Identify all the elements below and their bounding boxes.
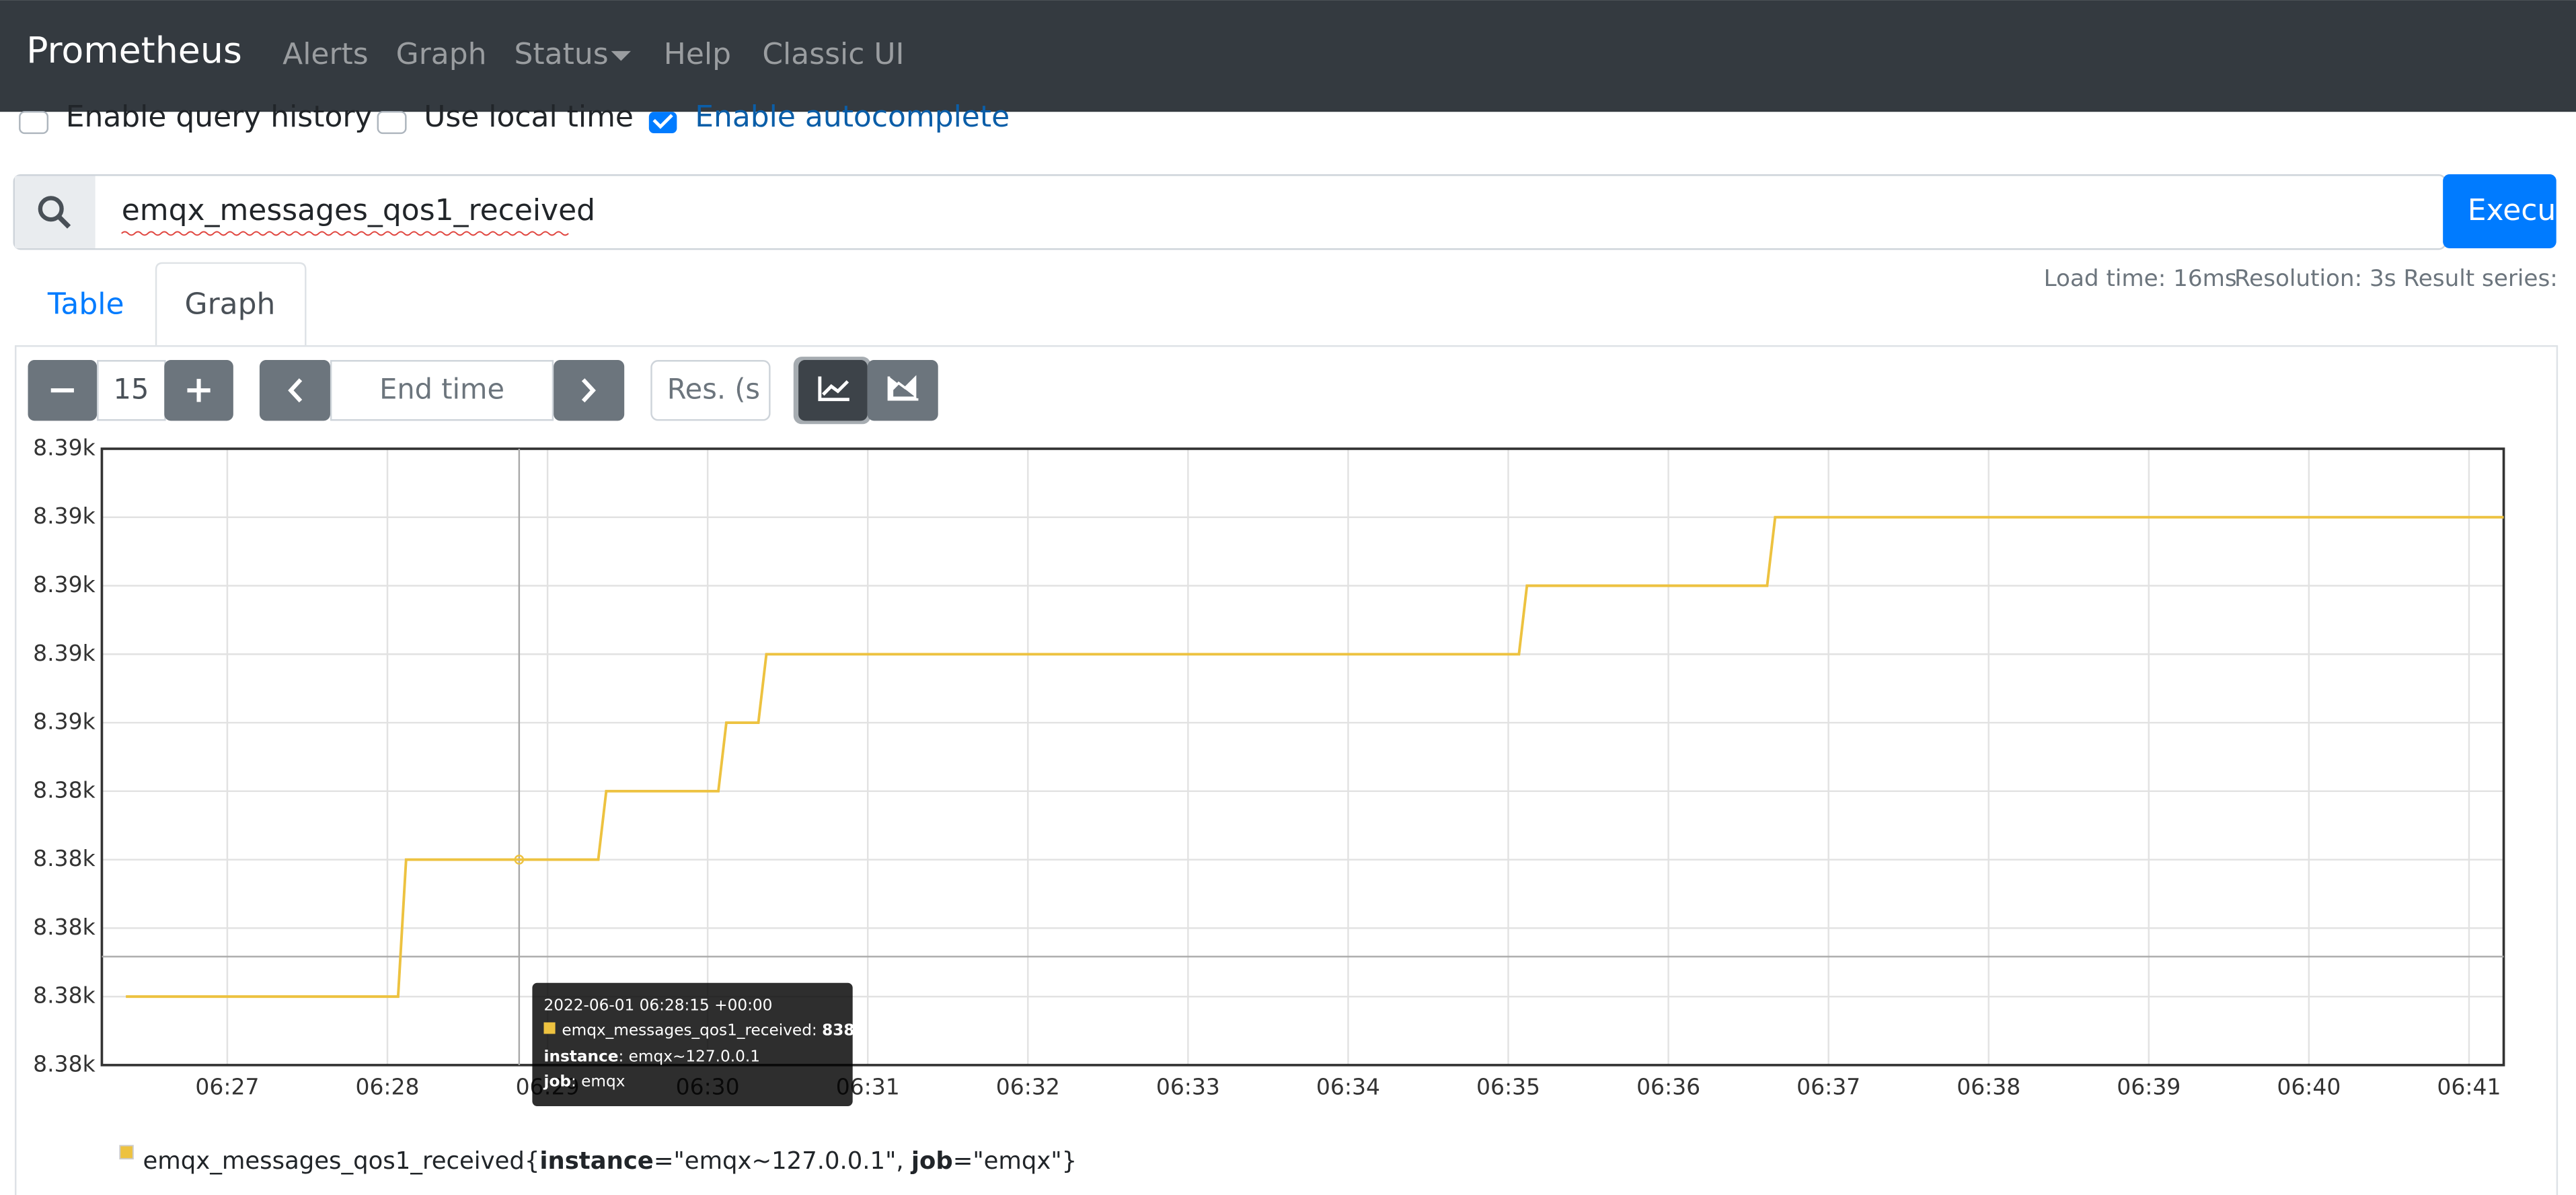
option-label[interactable]: Enable query history — [66, 100, 373, 134]
caret — [611, 50, 631, 61]
x-tick-label: 06:33 — [1156, 1074, 1220, 1100]
x-tick-label: 06:38 — [1957, 1074, 2020, 1100]
stat: Resolution: 3s — [2234, 265, 2396, 292]
end-time-input[interactable] — [330, 360, 554, 421]
x-tick-label: 06:41 — [2437, 1074, 2501, 1100]
y-tick-label: 8.38k — [33, 914, 95, 940]
y-tick-label: 8.38k — [33, 776, 95, 803]
tooltip-time: 2022-06-01 06:28:15 +00:00 — [544, 996, 773, 1014]
y-tick-label: 8.38k — [33, 845, 95, 871]
option-label[interactable]: Enable autocomplete — [695, 100, 1010, 134]
nav-link[interactable]: Classic UI — [762, 37, 904, 71]
y-tick-label: 8.38k — [33, 1050, 95, 1077]
x-tick-label: 06:37 — [1796, 1074, 1860, 1100]
x-tick-label: 06:35 — [1476, 1074, 1540, 1100]
x-tick-label: 06:40 — [2277, 1074, 2341, 1100]
legend-val: ="emqx"} — [953, 1147, 1077, 1175]
stacked-chart-button[interactable] — [867, 360, 938, 421]
tooltip-swatch — [543, 1022, 556, 1034]
y-tick-label: 8.39k — [33, 503, 95, 529]
x-tick-label: 06:32 — [996, 1074, 1060, 1100]
x-tick-label: 06:34 — [1316, 1074, 1380, 1100]
nav-link[interactable]: Status — [515, 37, 609, 71]
x-tick-label: 06:39 — [2117, 1074, 2181, 1100]
query-text[interactable]: emqx_messages_qos1_received — [122, 193, 595, 227]
legend-metric: emqx_messages_qos1_received{ — [143, 1147, 540, 1175]
tooltip-value: 8384 — [822, 1021, 866, 1039]
series-line — [126, 515, 2504, 999]
tooltip-label: job: emqx — [543, 1072, 626, 1090]
tab-active[interactable] — [155, 262, 307, 346]
stat: Result series: 1 — [2404, 265, 2576, 292]
tab[interactable]: Table — [47, 287, 124, 321]
y-tick-label: 8.38k — [33, 982, 95, 1009]
line-chart-button[interactable] — [798, 360, 868, 421]
tooltip-key: job — [543, 1072, 571, 1090]
end-time-placeholder[interactable]: End time — [379, 372, 504, 405]
navbar — [0, 0, 2576, 112]
nav-link[interactable]: Alerts — [282, 37, 369, 71]
plus-icon — [187, 379, 211, 402]
resolution-input[interactable] — [650, 360, 771, 421]
chevron-right — [581, 378, 596, 403]
panel — [14, 345, 2559, 1195]
line-chart-icon — [818, 376, 849, 402]
x-tick-label: 06:28 — [355, 1074, 419, 1100]
tooltip-label: instance: emqx~127.0.0.1 — [544, 1047, 761, 1065]
nav-link[interactable]: Graph — [396, 37, 487, 71]
nav-link[interactable]: Help — [664, 37, 731, 71]
checkbox[interactable] — [377, 110, 407, 135]
search-icon — [57, 215, 71, 229]
y-tick-label: 8.39k — [33, 571, 95, 598]
tab[interactable]: Graph — [185, 287, 276, 321]
x-tick-label: 06:27 — [195, 1074, 259, 1100]
y-tick-label: 8.39k — [33, 640, 95, 666]
execute-label[interactable]: Execute — [2468, 193, 2576, 227]
spellcheck-underline — [121, 231, 569, 236]
checkbox[interactable] — [19, 110, 49, 135]
tooltip — [532, 982, 853, 1106]
legend-key: job — [910, 1147, 953, 1175]
tooltip-key: instance — [544, 1047, 619, 1065]
chevron-left — [288, 378, 303, 403]
legend-val: ="emqx~127.0.0.1", — [654, 1147, 911, 1175]
y-tick-label: 8.39k — [33, 434, 95, 460]
check-icon — [652, 114, 673, 129]
legend-swatch — [119, 1145, 134, 1160]
execute-button[interactable] — [2443, 174, 2556, 248]
tooltip-val: : emqx — [571, 1072, 625, 1090]
y-tick-label: 8.39k — [33, 709, 95, 735]
tooltip-series: emqx_messages_qos1_received: 8384 — [562, 1021, 865, 1039]
brand[interactable]: Prometheus — [26, 29, 242, 71]
search-addon — [14, 176, 96, 248]
x-tick-label: 06:36 — [1636, 1074, 1700, 1100]
hover-point — [514, 855, 525, 865]
range-input[interactable] — [97, 360, 166, 421]
search-icon — [38, 196, 64, 222]
resolution-placeholder[interactable]: Res. (s) — [667, 372, 771, 405]
tooltip-series-name: emqx_messages_qos1_received: — [562, 1021, 817, 1039]
option-label[interactable]: Use local time — [424, 100, 634, 134]
range-value[interactable]: 15m — [114, 372, 176, 405]
time-next[interactable] — [554, 360, 625, 421]
time-prev[interactable] — [259, 360, 330, 421]
tooltip-val: : emqx~127.0.0.1 — [618, 1047, 760, 1065]
legend-entry: emqx_messages_qos1_received{instance="em… — [143, 1147, 1077, 1175]
plot-frame — [100, 447, 2505, 1066]
plot: 8.38k 8.38k 8.38k 8.38k 8.38k 8.39k 8.39k 8.39k… — [33, 434, 2505, 1175]
legend-key: instance — [539, 1147, 653, 1175]
stat: Load time: 16ms — [2044, 265, 2237, 292]
